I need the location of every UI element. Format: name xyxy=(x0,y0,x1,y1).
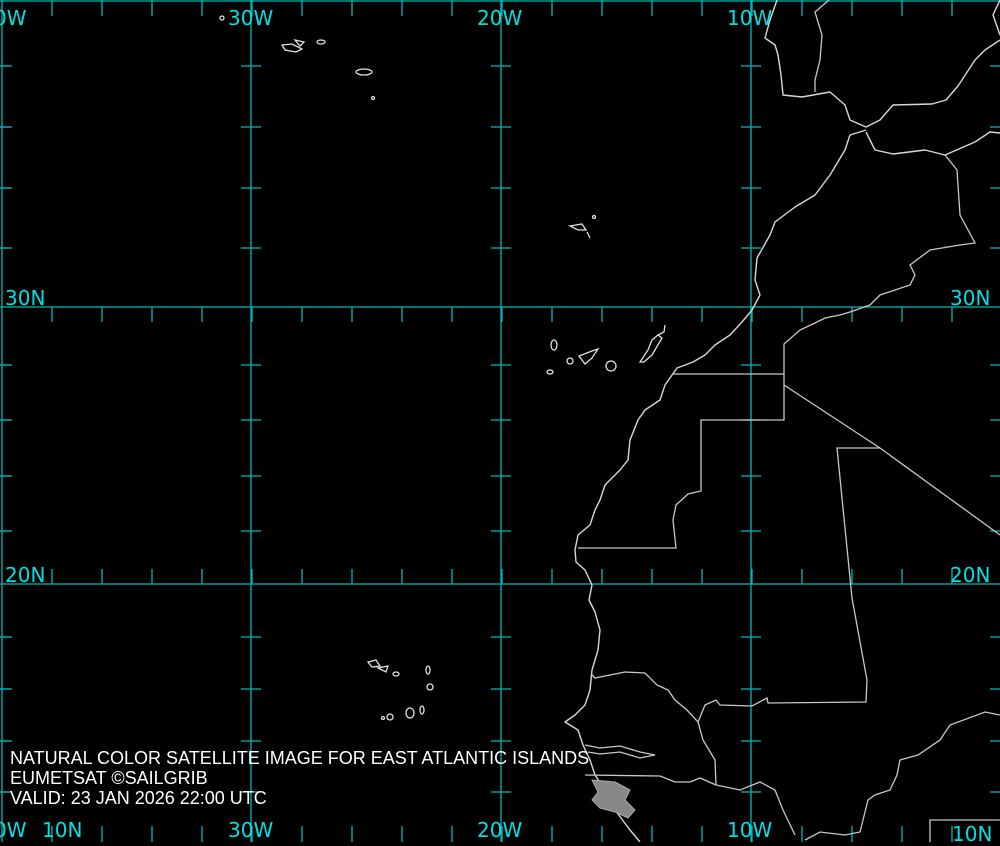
algeria-mauritania-border xyxy=(783,384,1000,536)
canary-island xyxy=(657,324,666,336)
cape-verde-island xyxy=(419,705,425,715)
lat-label-left: 30N xyxy=(5,286,46,310)
portugal-spain-border xyxy=(814,0,830,92)
canary-island xyxy=(638,334,663,363)
caption-valid-time: VALID: 23 JAN 2026 22:00 UTC xyxy=(10,788,267,808)
cape-verde-island xyxy=(366,659,382,668)
lat-label-right: 10N xyxy=(952,822,993,846)
cape-verde-island xyxy=(386,713,394,721)
guinea-border xyxy=(584,774,717,786)
cape-verde-island xyxy=(425,665,431,675)
coastlines xyxy=(564,0,1000,842)
canary-island xyxy=(577,347,600,365)
azores-island xyxy=(293,38,306,47)
canary-island xyxy=(566,357,574,365)
canary-island xyxy=(546,369,554,375)
azores-island xyxy=(219,15,225,21)
azores-island xyxy=(280,43,304,53)
madeira-island xyxy=(567,223,591,239)
mali-mauritania-border xyxy=(697,447,880,723)
lon-label-bottom: 20W xyxy=(477,818,523,842)
cape-verde-island xyxy=(426,683,434,691)
canary-island xyxy=(550,339,558,351)
canary-island xyxy=(605,360,617,372)
cape-verde-island xyxy=(392,671,400,677)
gambia-border xyxy=(584,744,656,759)
lon-label-bottom: 10W xyxy=(727,818,773,842)
lon-label-bottom: 0W xyxy=(0,818,27,842)
mali-east-border xyxy=(804,711,1000,841)
azores-island xyxy=(355,68,373,76)
lon-label-bottom: 30W xyxy=(228,818,274,842)
image-caption: NATURAL COLOR SATELLITE IMAGE FOR EAST A… xyxy=(10,748,589,808)
lon-label-top: 30W xyxy=(228,6,274,30)
cape-verde-island xyxy=(380,715,386,721)
lat-label-right: 20N xyxy=(950,563,991,587)
cape-verde-island xyxy=(376,665,389,673)
azores-island xyxy=(370,95,376,101)
southeast-border xyxy=(929,819,1000,842)
lon-label-top: 20W xyxy=(477,6,523,30)
morocco-algeria-border xyxy=(578,154,977,549)
cape-verde-island xyxy=(405,707,415,719)
lat-label-left: 20N xyxy=(5,563,46,587)
lon-label-top: 10W xyxy=(727,6,773,30)
madeira-island xyxy=(591,214,597,220)
lat-label-left: 10N xyxy=(42,818,83,842)
guinea-bissau-coast xyxy=(591,779,636,819)
azores-island xyxy=(316,39,326,45)
caption-title: NATURAL COLOR SATELLITE IMAGE FOR EAST A… xyxy=(10,748,590,768)
lon-label-top: 0W xyxy=(0,6,27,30)
france-coast xyxy=(992,0,1000,36)
islands xyxy=(219,15,666,721)
africa-west-coast xyxy=(564,129,867,842)
caption-credit: EUMETSAT ©SAILGRIB xyxy=(10,768,208,788)
senegal-border xyxy=(591,671,796,836)
north-africa-coast xyxy=(865,131,1000,156)
lat-label-right: 30N xyxy=(950,286,991,310)
iberia-coast xyxy=(764,0,1000,128)
